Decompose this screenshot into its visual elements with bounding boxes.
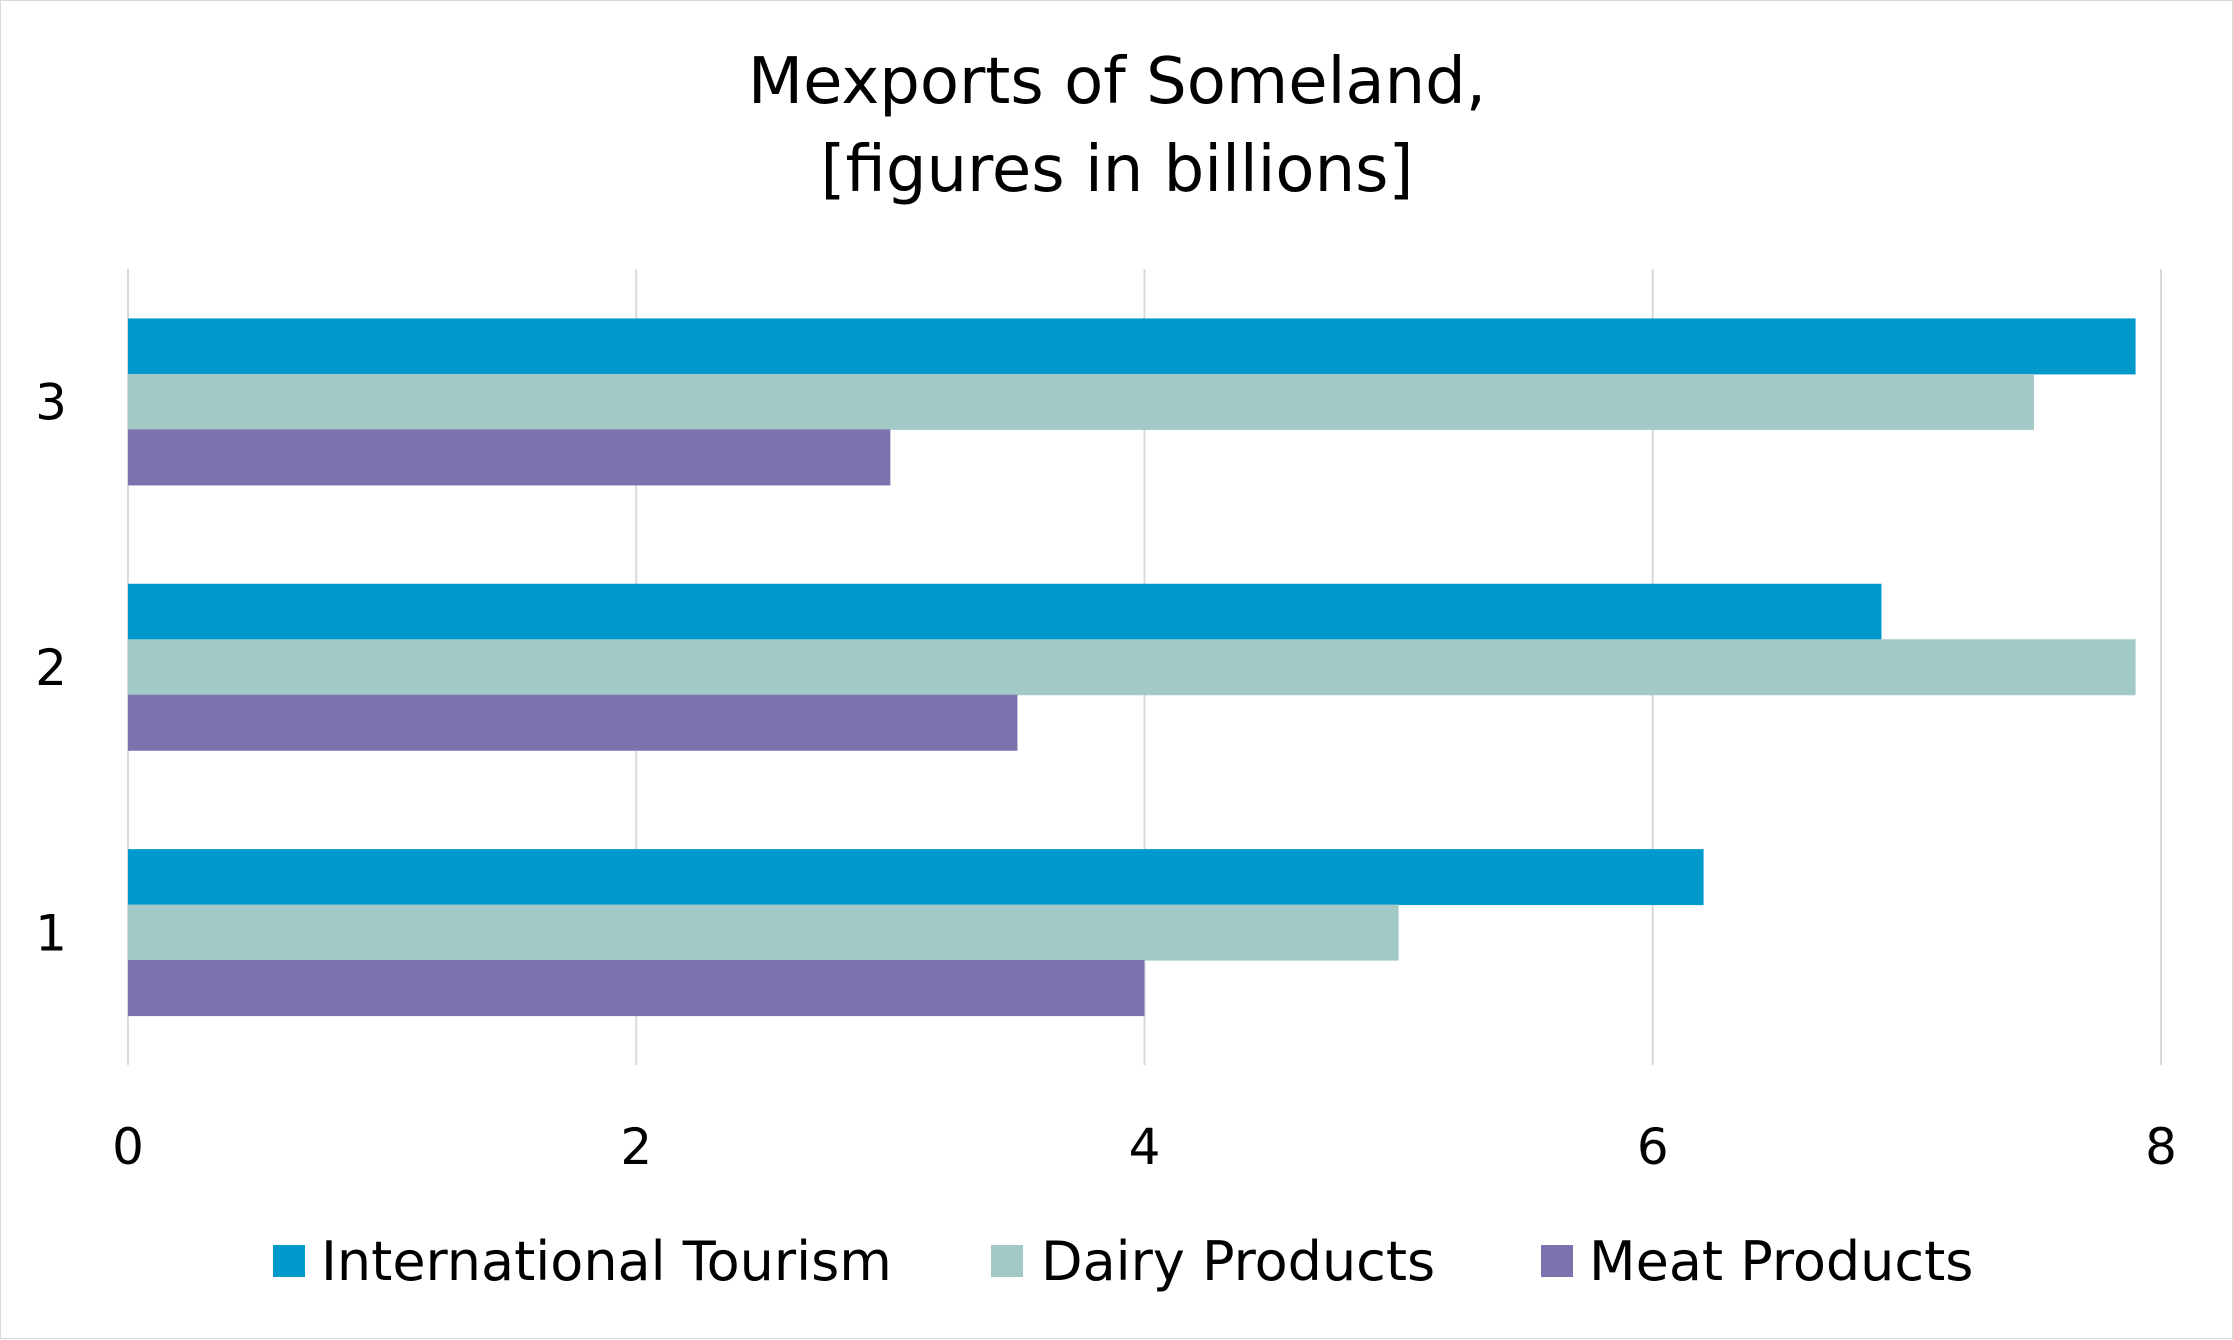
x-tick-label: 4: [1129, 1118, 1161, 1176]
bar-meat-products-1: [128, 960, 1145, 1017]
chart-title: Mexports of Someland,: [748, 45, 1486, 119]
bar-international-tourism-2: [128, 583, 1882, 640]
legend-swatch: [273, 1245, 305, 1277]
y-tick-label: 3: [35, 374, 67, 432]
y-tick-label: 2: [35, 639, 67, 697]
legend-swatch: [991, 1245, 1023, 1277]
bar-dairy-products-1: [128, 904, 1399, 961]
bars: [128, 318, 2136, 1017]
x-axis-tick-labels: 0 2 4 6 8: [112, 1118, 2177, 1176]
y-axis-tick-labels: 1 2 3: [35, 374, 67, 963]
legend-label: International Tourism: [321, 1230, 892, 1293]
legend-swatch: [1541, 1245, 1573, 1277]
legend-label: Dairy Products: [1041, 1230, 1435, 1293]
x-tick-label: 8: [2145, 1118, 2177, 1176]
legend-label: Meat Products: [1589, 1230, 1973, 1293]
bar-international-tourism-3: [128, 318, 2136, 375]
bar-meat-products-2: [128, 694, 1018, 751]
bar-dairy-products-3: [128, 373, 2034, 430]
bar-dairy-products-2: [128, 639, 2136, 696]
x-tick-label: 6: [1637, 1118, 1669, 1176]
y-tick-label: 1: [35, 904, 67, 962]
chart-subtitle: [figures in billions]: [821, 133, 1414, 207]
bar-international-tourism-1: [128, 849, 1704, 906]
bar-meat-products-3: [128, 429, 891, 486]
x-tick-label: 2: [620, 1118, 652, 1176]
legend: International Tourism Dairy Products Meat …: [273, 1230, 1973, 1293]
x-tick-label: 0: [112, 1118, 144, 1176]
